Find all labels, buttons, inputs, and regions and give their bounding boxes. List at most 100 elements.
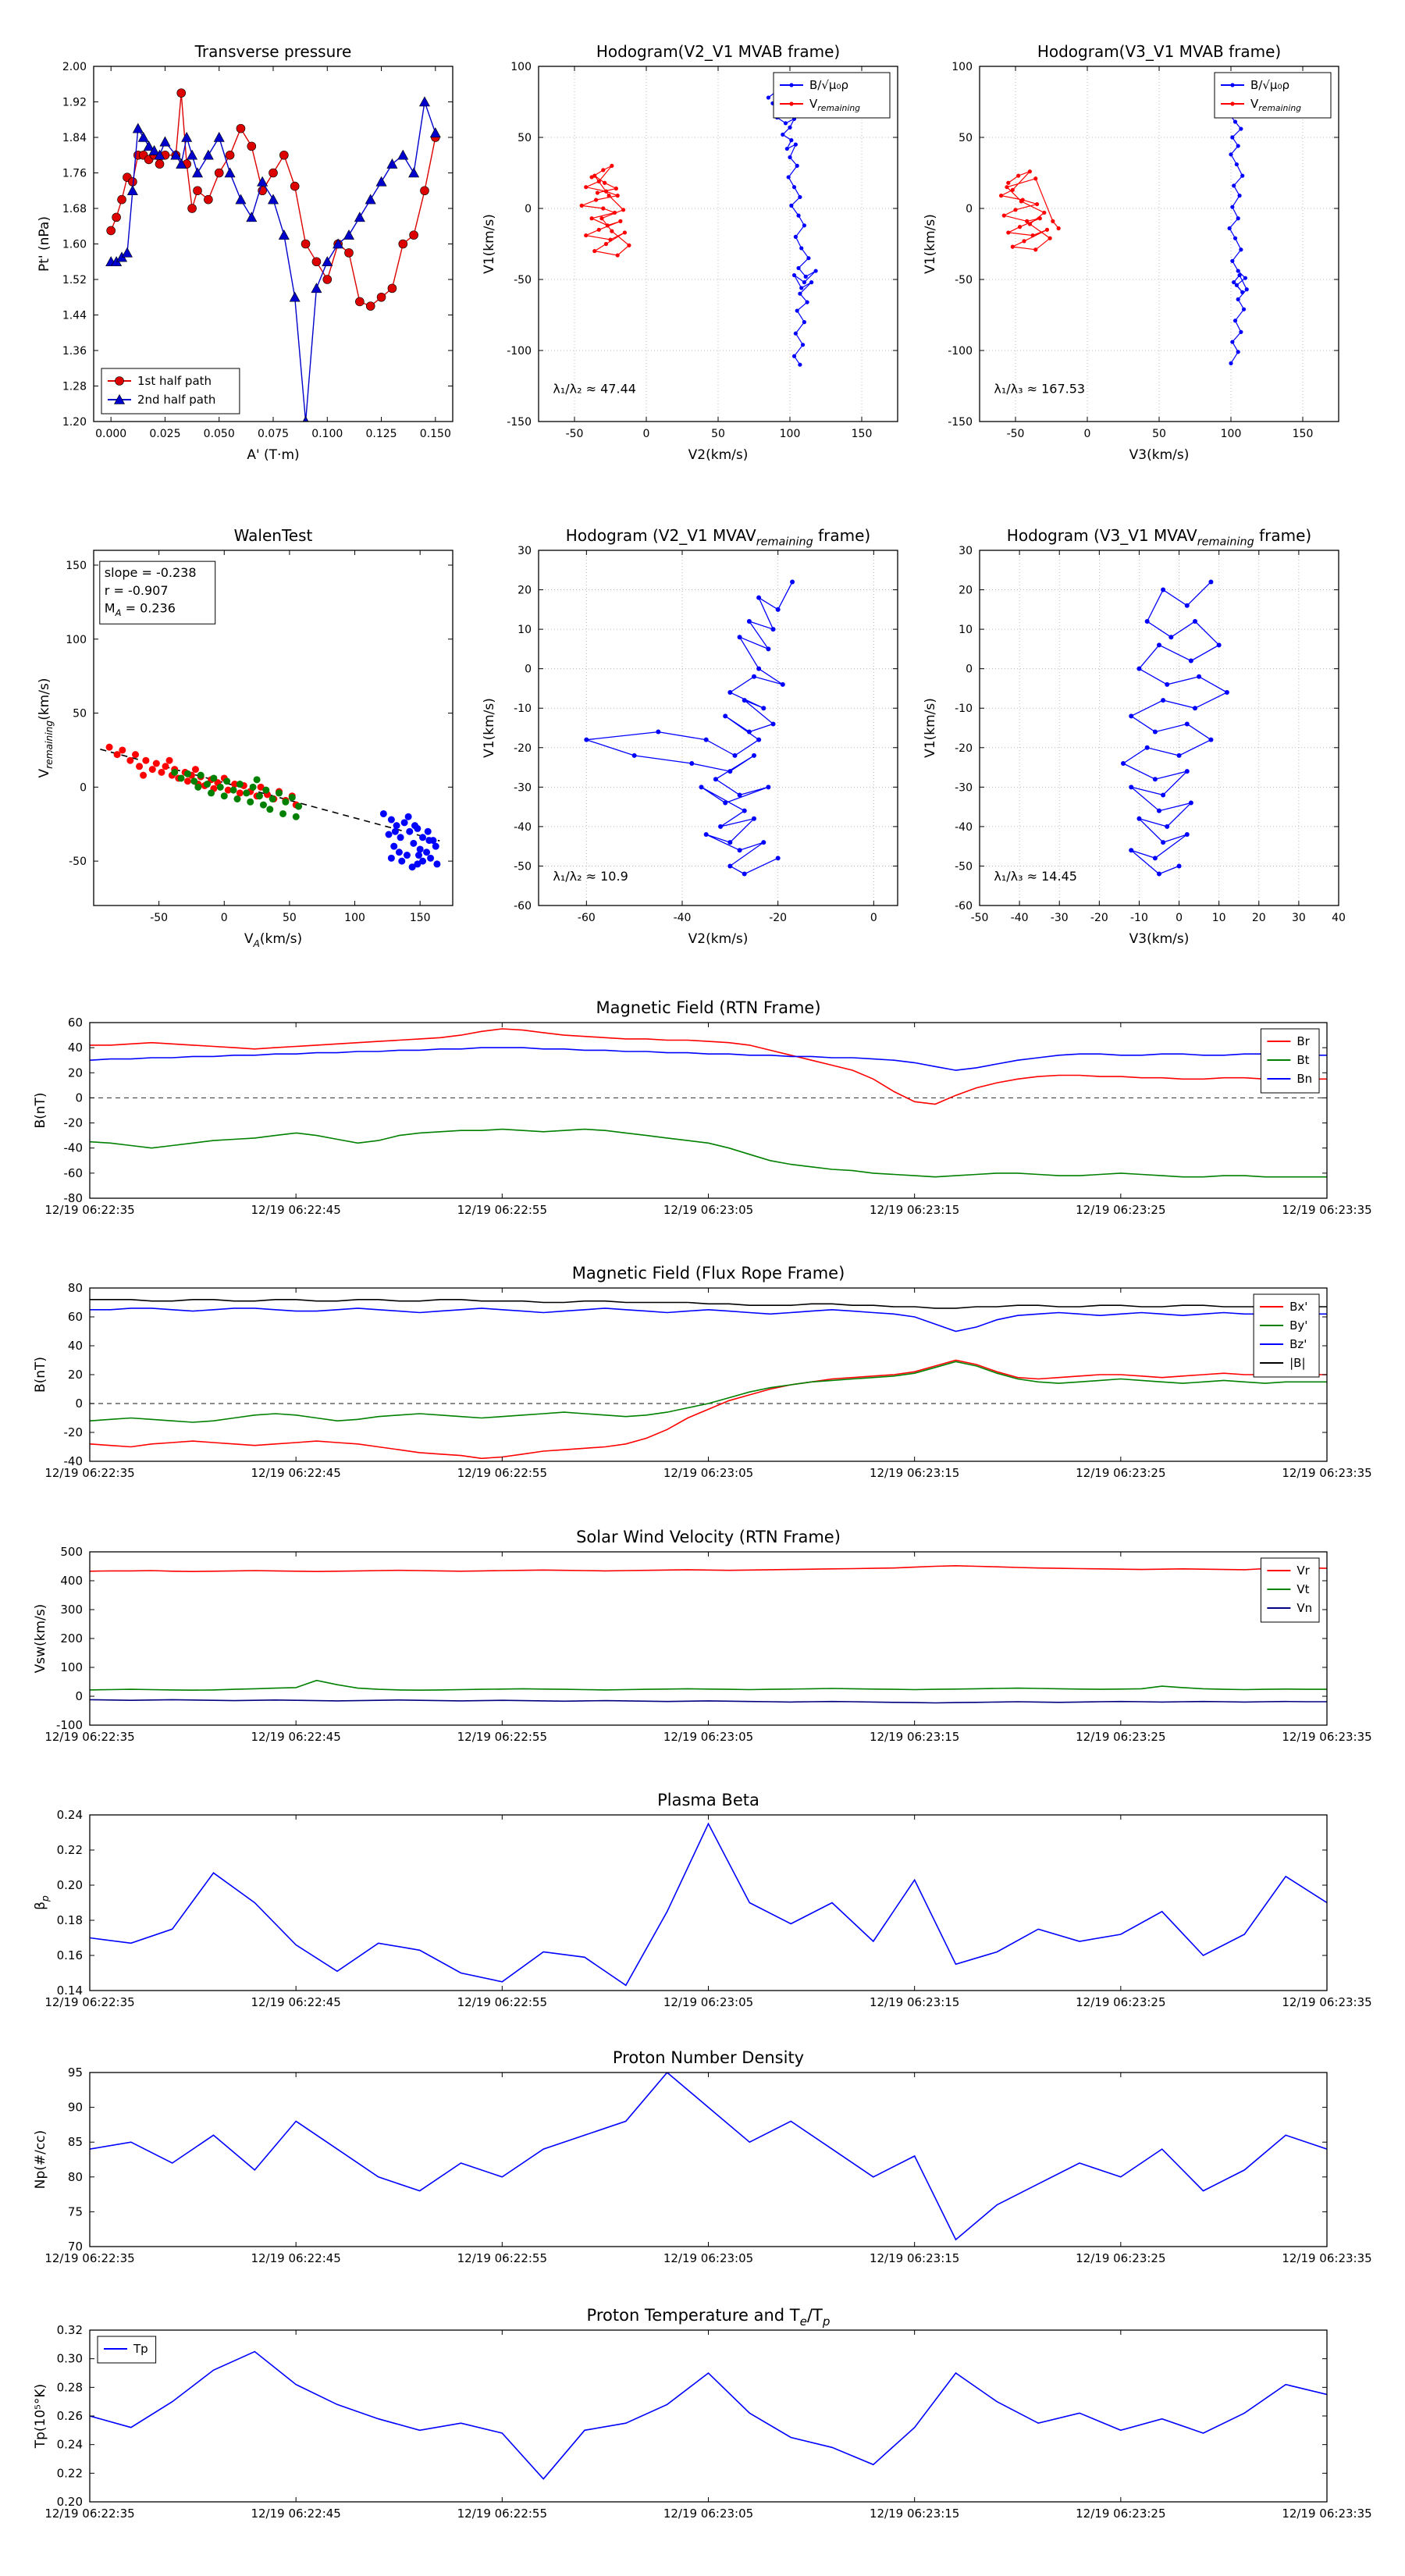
x-tick-label: 12/19 06:22:45 bbox=[251, 2507, 340, 2521]
x-tick-label: 12/19 06:23:35 bbox=[1282, 1466, 1371, 1480]
x-tick-label: 12/19 06:23:35 bbox=[1282, 2507, 1371, 2521]
x-tick-label: -40 bbox=[674, 912, 692, 924]
y-axis-label: B(nT) bbox=[33, 1357, 48, 1393]
legend bbox=[1214, 72, 1332, 119]
y-tick-label: 0.14 bbox=[57, 1984, 83, 1998]
x-tick-label: 0 bbox=[643, 428, 650, 440]
chart-title: Hodogram (V2_V1 MVAVremaining frame) bbox=[566, 526, 870, 549]
series-line-0 bbox=[586, 582, 793, 875]
series-b- bbox=[768, 91, 816, 365]
chart-title: Hodogram(V2_V1 MVAB frame) bbox=[596, 42, 840, 61]
axes-frame bbox=[89, 2329, 1328, 2503]
y-tick-label: 50 bbox=[959, 132, 973, 144]
y-tick-label: 0 bbox=[75, 1397, 83, 1411]
series-line-0 bbox=[90, 2073, 1327, 2241]
axes-frame bbox=[979, 550, 1339, 906]
annotation: slope = -0.238 bbox=[105, 565, 197, 580]
x-tick-label: 12/19 06:23:25 bbox=[1076, 1730, 1165, 1744]
y-tick-label: -150 bbox=[507, 416, 532, 429]
y-tick-label: -20 bbox=[955, 742, 973, 755]
chart-title: Proton Number Density bbox=[613, 2048, 804, 2067]
x-tick-label: 12/19 06:23:25 bbox=[1076, 1995, 1165, 2009]
x-tick-label: 0 bbox=[870, 912, 877, 924]
y-tick-label: -30 bbox=[514, 781, 532, 794]
legend-label: B/√μ₀ρ bbox=[1250, 78, 1289, 92]
y-axis-label: Tp(10⁵°K) bbox=[33, 2384, 48, 2450]
y-tick-label: 100 bbox=[60, 1660, 83, 1674]
axes-frame bbox=[89, 2072, 1328, 2247]
y-tick-label: 0 bbox=[75, 1091, 83, 1105]
legend-label: 2nd half path bbox=[137, 393, 215, 407]
x-tick-label: -50 bbox=[150, 912, 168, 924]
y-tick-label: 0.16 bbox=[57, 1948, 83, 1962]
x-tick-label: 12/19 06:23:15 bbox=[870, 1730, 959, 1744]
y-tick-label: 0.28 bbox=[57, 2380, 83, 2394]
x-tick-label: 12/19 06:22:45 bbox=[251, 2251, 340, 2265]
series-by- bbox=[90, 1361, 1327, 1423]
chart-title: WalenTest bbox=[234, 526, 313, 545]
y-tick-label: 0.18 bbox=[57, 1913, 83, 1927]
x-tick-label: 10 bbox=[1212, 912, 1226, 924]
y-tick-label: -50 bbox=[514, 274, 532, 286]
x-tick-label: -50 bbox=[971, 912, 989, 924]
x-tick-label: 12/19 06:23:05 bbox=[663, 1203, 753, 1217]
x-axis-label: VA(km/s) bbox=[244, 931, 302, 949]
chart-title: Solar Wind Velocity (RTN Frame) bbox=[576, 1528, 841, 1546]
y-tick-label: 60 bbox=[68, 1310, 83, 1324]
x-tick-label: 12/19 06:23:35 bbox=[1282, 1995, 1371, 2009]
series-bt bbox=[90, 1128, 1327, 1178]
y-tick-label: -50 bbox=[955, 274, 973, 286]
legend-label: |B| bbox=[1289, 1356, 1305, 1370]
y-axis-label: Pt' (nPa) bbox=[37, 216, 52, 272]
x-tick-label: 12/19 06:22:35 bbox=[44, 1466, 134, 1480]
y-tick-label: 40 bbox=[68, 1339, 83, 1353]
y-tick-label: -20 bbox=[514, 742, 532, 755]
x-tick-label: 50 bbox=[711, 428, 725, 440]
y-tick-label: 20 bbox=[68, 1368, 83, 1382]
annotation: λ₁/λ₃ ≈ 14.45 bbox=[994, 869, 1077, 884]
x-axis-label: V3(km/s) bbox=[1129, 931, 1190, 947]
x-tick-label: 12/19 06:23:05 bbox=[663, 2251, 753, 2265]
y-tick-label: 0.26 bbox=[57, 2409, 83, 2423]
x-tick-label: 12/19 06:23:15 bbox=[870, 1203, 959, 1217]
y-axis-label: V1(km/s) bbox=[923, 698, 938, 758]
series-line-0 bbox=[1122, 581, 1229, 875]
series-bn bbox=[90, 1047, 1327, 1071]
x-tick-label: 100 bbox=[1221, 428, 1242, 440]
y-tick-label: -50 bbox=[514, 860, 532, 873]
x-tick-label: 12/19 06:23:35 bbox=[1282, 1203, 1371, 1217]
y-tick-label: -40 bbox=[64, 1141, 84, 1155]
chart-walen-test: -50 0 50 100 150 -50 0 50 100 150 WalenTest VA(km/s… bbox=[37, 526, 454, 949]
series-vn bbox=[90, 1699, 1327, 1704]
y-tick-label: 0 bbox=[75, 1689, 83, 1703]
chart-title: Magnetic Field (Flux Rope Frame) bbox=[572, 1264, 845, 1283]
chart-title: Transverse pressure bbox=[194, 42, 352, 61]
legend-label: Vremaining bbox=[1250, 97, 1301, 113]
y-tick-label: 300 bbox=[60, 1603, 83, 1617]
chart-proton-temp: 12/19 06:22:35 12/19 06:22:45 12/19 06:22:… bbox=[33, 2306, 1372, 2521]
x-tick-label: 12/19 06:23:35 bbox=[1282, 1730, 1371, 1744]
y-tick-label: 100 bbox=[66, 634, 87, 646]
y-axis-label: Vremaining(km/s) bbox=[37, 678, 55, 778]
legend bbox=[773, 72, 891, 119]
y-tick-label: 0.20 bbox=[57, 1878, 83, 1892]
x-tick-label: 0.100 bbox=[311, 428, 343, 440]
chart-title: Plasma Beta bbox=[657, 1791, 759, 1809]
x-tick-label: 12/19 06:23:15 bbox=[870, 1995, 959, 2009]
x-tick-label: 150 bbox=[1293, 428, 1314, 440]
legend-label: Br bbox=[1297, 1034, 1310, 1048]
x-tick-label: 12/19 06:22:35 bbox=[44, 1203, 134, 1217]
series--b- bbox=[90, 1299, 1327, 1309]
y-tick-label: 1.68 bbox=[62, 203, 87, 215]
x-tick-label: 0.125 bbox=[366, 428, 397, 440]
series-v-remaining- bbox=[579, 165, 630, 256]
series-tp bbox=[90, 2350, 1327, 2480]
chart-mag-fluxrope: 12/19 06:22:35 12/19 06:22:45 12/19 06:22:… bbox=[33, 1264, 1372, 1480]
legend-label: Bx' bbox=[1289, 1300, 1307, 1314]
axes-frame bbox=[89, 1814, 1328, 1991]
x-tick-label: -20 bbox=[769, 912, 787, 924]
x-tick-label: 12/19 06:23:15 bbox=[870, 2251, 959, 2265]
chart-proton-density: 12/19 06:22:35 12/19 06:22:45 12/19 06:22:… bbox=[33, 2048, 1372, 2265]
x-tick-label: 0 bbox=[1176, 912, 1183, 924]
